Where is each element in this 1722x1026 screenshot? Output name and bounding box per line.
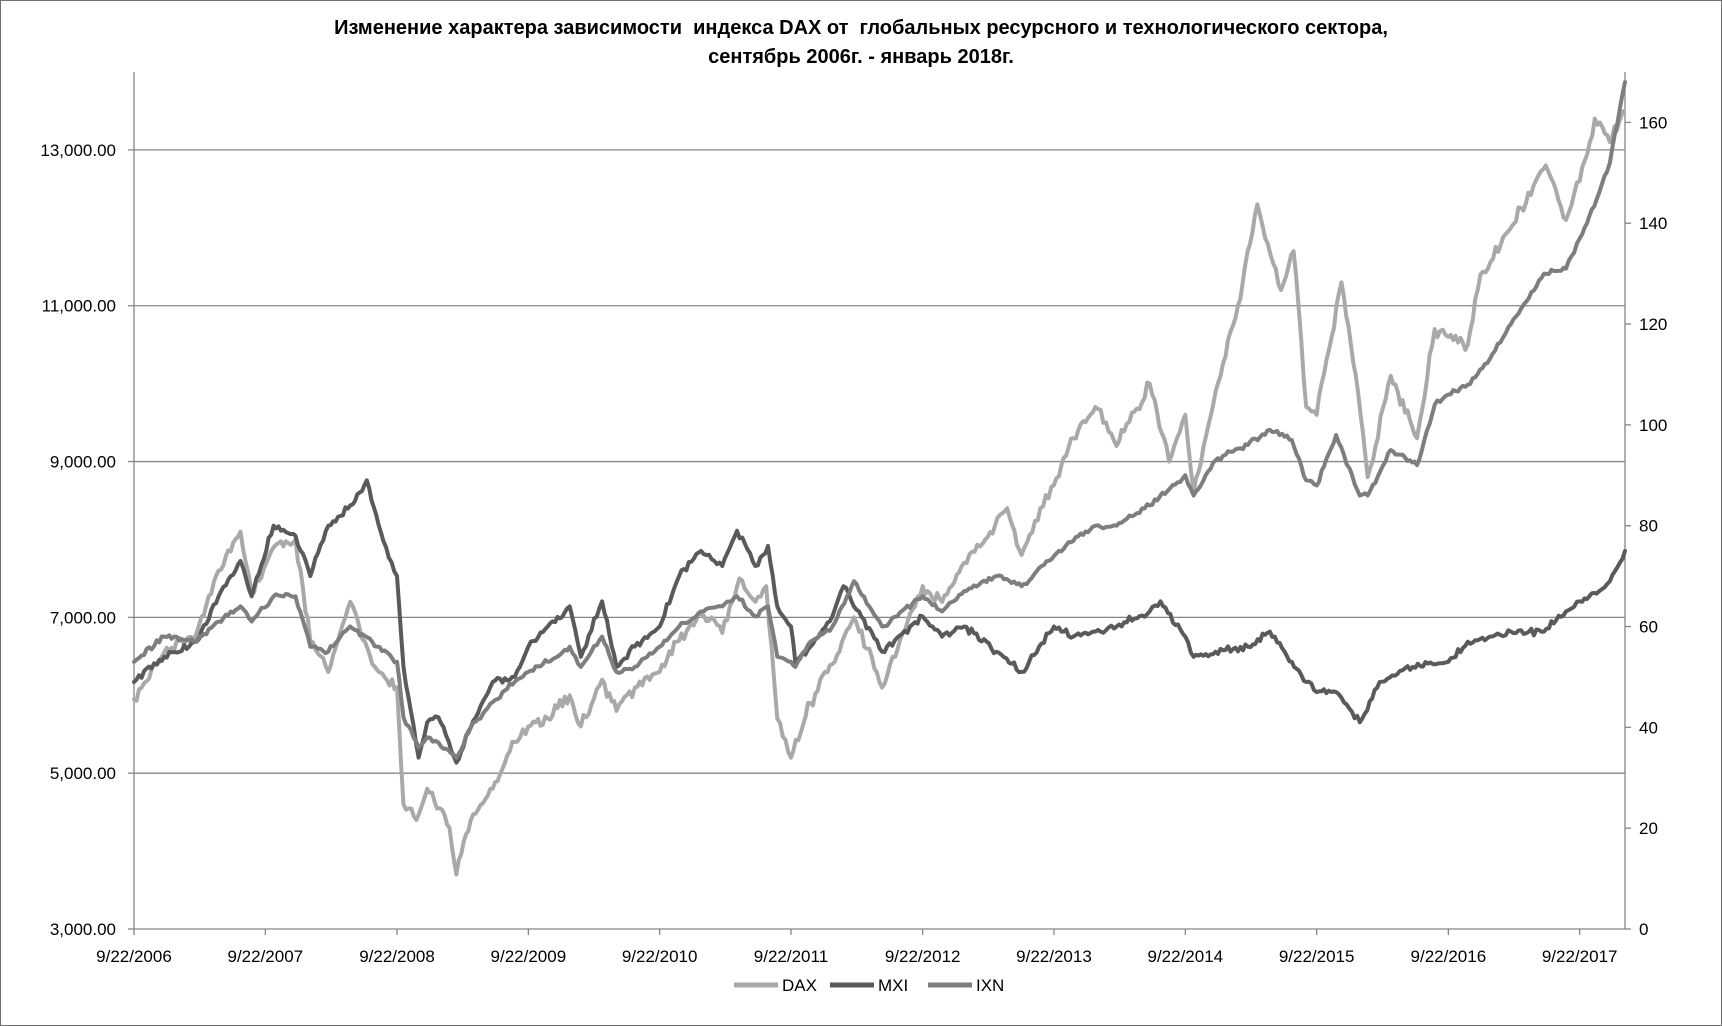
x-axis-tick-label: 9/22/2008 — [359, 947, 435, 966]
right-axis-tick-label: 0 — [1639, 920, 1648, 939]
x-axis-tick-label: 9/22/2013 — [1016, 947, 1092, 966]
right-axis-tick-label: 40 — [1639, 718, 1658, 737]
series-line-dax — [132, 109, 1626, 877]
left-axis-tick-label: 9,000.00 — [50, 453, 116, 472]
x-axis-tick-label: 9/22/2011 — [754, 947, 828, 966]
left-axis-tick-label: 5,000.00 — [50, 764, 116, 783]
series-line-mxi — [132, 478, 1627, 765]
series-lines — [132, 80, 1627, 877]
legend-label-dax: DAX — [782, 976, 817, 995]
tick-labels: 3,000.00 5,000.00 7,000.00 9,000.00 11,000.0… — [40, 113, 1667, 966]
left-axis-tick-label: 3,000.00 — [50, 920, 116, 939]
legend-label-mxi: MXI — [878, 976, 908, 995]
legend-label-ixn: IXN — [976, 976, 1004, 995]
gridlines — [134, 149, 1625, 774]
x-axis-tick-label: 9/22/2014 — [1148, 947, 1224, 966]
left-axis-tick-label: 11,000.00 — [42, 297, 116, 316]
right-axis-tick-label: 100 — [1639, 416, 1667, 435]
left-axis-tick-label: 7,000.00 — [50, 608, 116, 627]
x-axis-tick-label: 9/22/2009 — [491, 947, 567, 966]
chart-title-line-2: сентябрь 2006г. - январь 2018г. — [708, 46, 1014, 68]
x-axis-tick-label: 9/22/2006 — [96, 947, 172, 966]
legend: DAX MXI IXN — [734, 976, 1004, 995]
right-axis-tick-label: 80 — [1639, 517, 1658, 536]
right-axis-tick-label: 120 — [1639, 315, 1667, 334]
left-axis-tick-label: 13,000.00 — [40, 141, 116, 160]
x-axis-tick-label: 9/22/2007 — [228, 947, 304, 966]
chart-title-line-1: Изменение характера зависимости индекса … — [334, 17, 1388, 39]
right-axis-tick-label: 140 — [1639, 214, 1667, 233]
x-axis-tick-label: 9/22/2015 — [1279, 947, 1355, 966]
x-axis-tick-label: 9/22/2016 — [1411, 947, 1487, 966]
right-axis-tick-label: 160 — [1639, 113, 1667, 132]
x-axis-tick-label: 9/22/2012 — [885, 947, 961, 966]
right-axis-tick-label: 60 — [1639, 618, 1658, 637]
axes — [128, 72, 1631, 935]
series-line-ixn — [132, 80, 1627, 760]
x-axis-tick-label: 9/22/2017 — [1542, 947, 1618, 966]
right-axis-tick-label: 20 — [1639, 819, 1658, 838]
x-axis-tick-label: 9/22/2010 — [622, 947, 698, 966]
chart-title: Изменение характера зависимости индекса … — [0, 14, 1722, 72]
